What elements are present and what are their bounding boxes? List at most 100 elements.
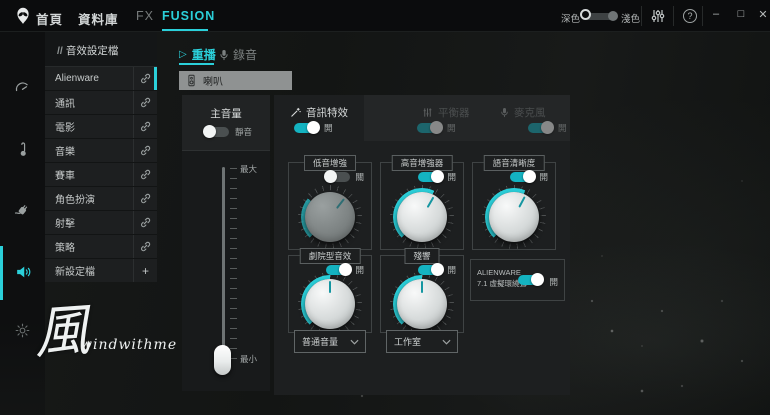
alienware-logo-icon[interactable]	[14, 7, 32, 25]
tab-microphone[interactable]: 麥克風	[500, 105, 546, 120]
virtual-surround-box: ALIENWARE 7.1 虛擬環繞聲 開	[470, 259, 565, 301]
profile-row-racing[interactable]: 賽車	[45, 163, 157, 186]
tab-audio-effects-label: 音訊特效	[306, 107, 348, 119]
treble-boost-toggle[interactable]	[418, 170, 445, 183]
power-plug-icon	[14, 204, 28, 214]
equalizer-toggle[interactable]	[417, 121, 443, 134]
virtual-surround-toggle[interactable]	[518, 273, 544, 286]
nav-fusion[interactable]: FUSION	[162, 9, 216, 23]
volume-slider-handle[interactable]	[214, 345, 231, 375]
profile-link-icon[interactable]	[133, 163, 157, 186]
tab-playback-active-underline	[179, 63, 214, 65]
audio-effects-panel: 音訊特效 開 平衡器 開	[274, 95, 570, 395]
knob-pointer	[329, 281, 331, 293]
profile-link-icon[interactable]	[133, 115, 157, 138]
microphone-state: 開	[558, 123, 567, 133]
profile-row-strategy[interactable]: 策略	[45, 235, 157, 258]
maximize-button[interactable]: □	[737, 8, 745, 20]
audio-effects-toggle[interactable]	[294, 121, 320, 134]
main-content: ▷ 重播 錄音 喇叭 主音量 靜音	[157, 32, 770, 415]
mixer-settings-icon[interactable]	[650, 8, 666, 24]
nav-fx[interactable]: FX	[136, 9, 154, 23]
microphone-toggle[interactable]	[528, 121, 554, 134]
profile-row-roleplay[interactable]: 角色扮演	[45, 187, 157, 210]
bass-boost-box: 低音增強 關	[288, 155, 372, 250]
rail-item-lighting[interactable]	[0, 316, 45, 344]
theme-toggle-knob	[580, 9, 591, 20]
microphone-icon	[501, 108, 508, 118]
chevron-down-icon	[442, 339, 451, 345]
brightness-icon	[15, 323, 30, 337]
knob-face	[489, 192, 539, 242]
nav-home[interactable]: 首頁	[36, 13, 64, 27]
tab-audio-effects[interactable]: 音訊特效	[274, 105, 364, 120]
titlebar-separator	[673, 6, 674, 26]
profile-row-movie[interactable]: 電影	[45, 115, 157, 138]
rail-active-indicator	[0, 246, 3, 300]
master-volume-title: 主音量	[210, 108, 242, 120]
rail-item-performance[interactable]	[0, 74, 45, 102]
device-tab-speakers[interactable]: 喇叭	[179, 71, 292, 90]
theater-effect-select[interactable]: 普通音量	[294, 330, 366, 353]
voice-clarity-label: 語音清晰度	[483, 155, 545, 171]
close-button[interactable]: ✕	[758, 9, 768, 21]
magic-wand-icon	[291, 107, 301, 117]
tab-playback[interactable]: ▷ 重播	[179, 46, 216, 63]
theater-effect-state: 開	[355, 265, 364, 275]
profile-link-icon[interactable]	[133, 67, 157, 90]
theater-effect-knob[interactable]	[298, 272, 362, 336]
profile-label: 角色扮演	[55, 195, 95, 206]
reverb-select[interactable]: 工作室	[386, 330, 458, 353]
voice-clarity-toggle[interactable]	[510, 170, 537, 183]
theme-toggle[interactable]	[580, 9, 618, 21]
help-icon[interactable]: ?	[683, 9, 697, 23]
profile-link-icon[interactable]	[133, 187, 157, 210]
tab-recording[interactable]: 錄音	[219, 46, 257, 63]
mute-toggle[interactable]	[203, 125, 229, 138]
rail-item-thermal[interactable]	[0, 136, 45, 164]
reverb-toggle[interactable]	[418, 263, 445, 276]
nav-library[interactable]: 資料庫	[78, 13, 119, 27]
volume-slider-track[interactable]	[222, 167, 225, 367]
bass-boost-label: 低音增強	[303, 155, 357, 171]
titlebar: 首頁 資料庫 FX FUSION 深色 淺色 ? – □ ✕	[0, 0, 770, 32]
speaker-icon	[16, 266, 30, 278]
audio-profiles-sidebar: //音效設定檔 Alienware 通訊 電影	[45, 32, 157, 283]
profile-row-shooting[interactable]: 射擊	[45, 211, 157, 234]
profile-row-alienware[interactable]: Alienware	[45, 67, 157, 90]
bass-boost-knob[interactable]	[298, 185, 362, 249]
sidebar-header: //音效設定檔	[45, 32, 157, 66]
effects-tab-active-bg	[274, 95, 364, 141]
treble-boost-box: 高音增強器 開	[380, 155, 464, 250]
sidebar-header-title: 音效設定檔	[65, 45, 119, 57]
rail-item-audio[interactable]	[0, 258, 45, 286]
profile-label: 策略	[55, 243, 75, 254]
master-volume-header: 主音量 靜音	[182, 95, 270, 151]
sidebar-header-slashes: //	[57, 45, 63, 57]
profile-row-music[interactable]: 音樂	[45, 139, 157, 162]
tab-equalizer[interactable]: 平衡器	[422, 105, 470, 120]
voice-clarity-knob[interactable]	[482, 185, 546, 249]
profile-link-icon[interactable]	[133, 211, 157, 234]
theater-effect-label: 劇院型音效	[299, 248, 361, 264]
profile-link-icon[interactable]	[133, 91, 157, 114]
profile-link-icon[interactable]	[133, 139, 157, 162]
thermometer-icon	[20, 142, 26, 156]
bass-boost-toggle[interactable]	[324, 170, 351, 183]
profile-row-communication[interactable]: 通訊	[45, 91, 157, 114]
gauge-icon	[15, 81, 28, 91]
knob-face	[305, 192, 355, 242]
theater-effect-toggle[interactable]	[326, 263, 353, 276]
add-profile-button[interactable]: +	[133, 259, 157, 282]
tab-recording-label: 錄音	[233, 48, 258, 62]
minimize-button[interactable]: –	[712, 8, 720, 20]
profile-label: 音樂	[55, 147, 75, 158]
profile-link-icon[interactable]	[133, 235, 157, 258]
reverb-knob[interactable]	[390, 272, 454, 336]
rail-item-power[interactable]	[0, 196, 45, 224]
virtual-surround-state: 開	[549, 277, 558, 287]
titlebar-separator	[641, 6, 642, 26]
new-profile-row[interactable]: 新設定檔 +	[45, 259, 157, 282]
treble-boost-knob[interactable]	[390, 185, 454, 249]
profile-label: 射擊	[55, 219, 75, 230]
